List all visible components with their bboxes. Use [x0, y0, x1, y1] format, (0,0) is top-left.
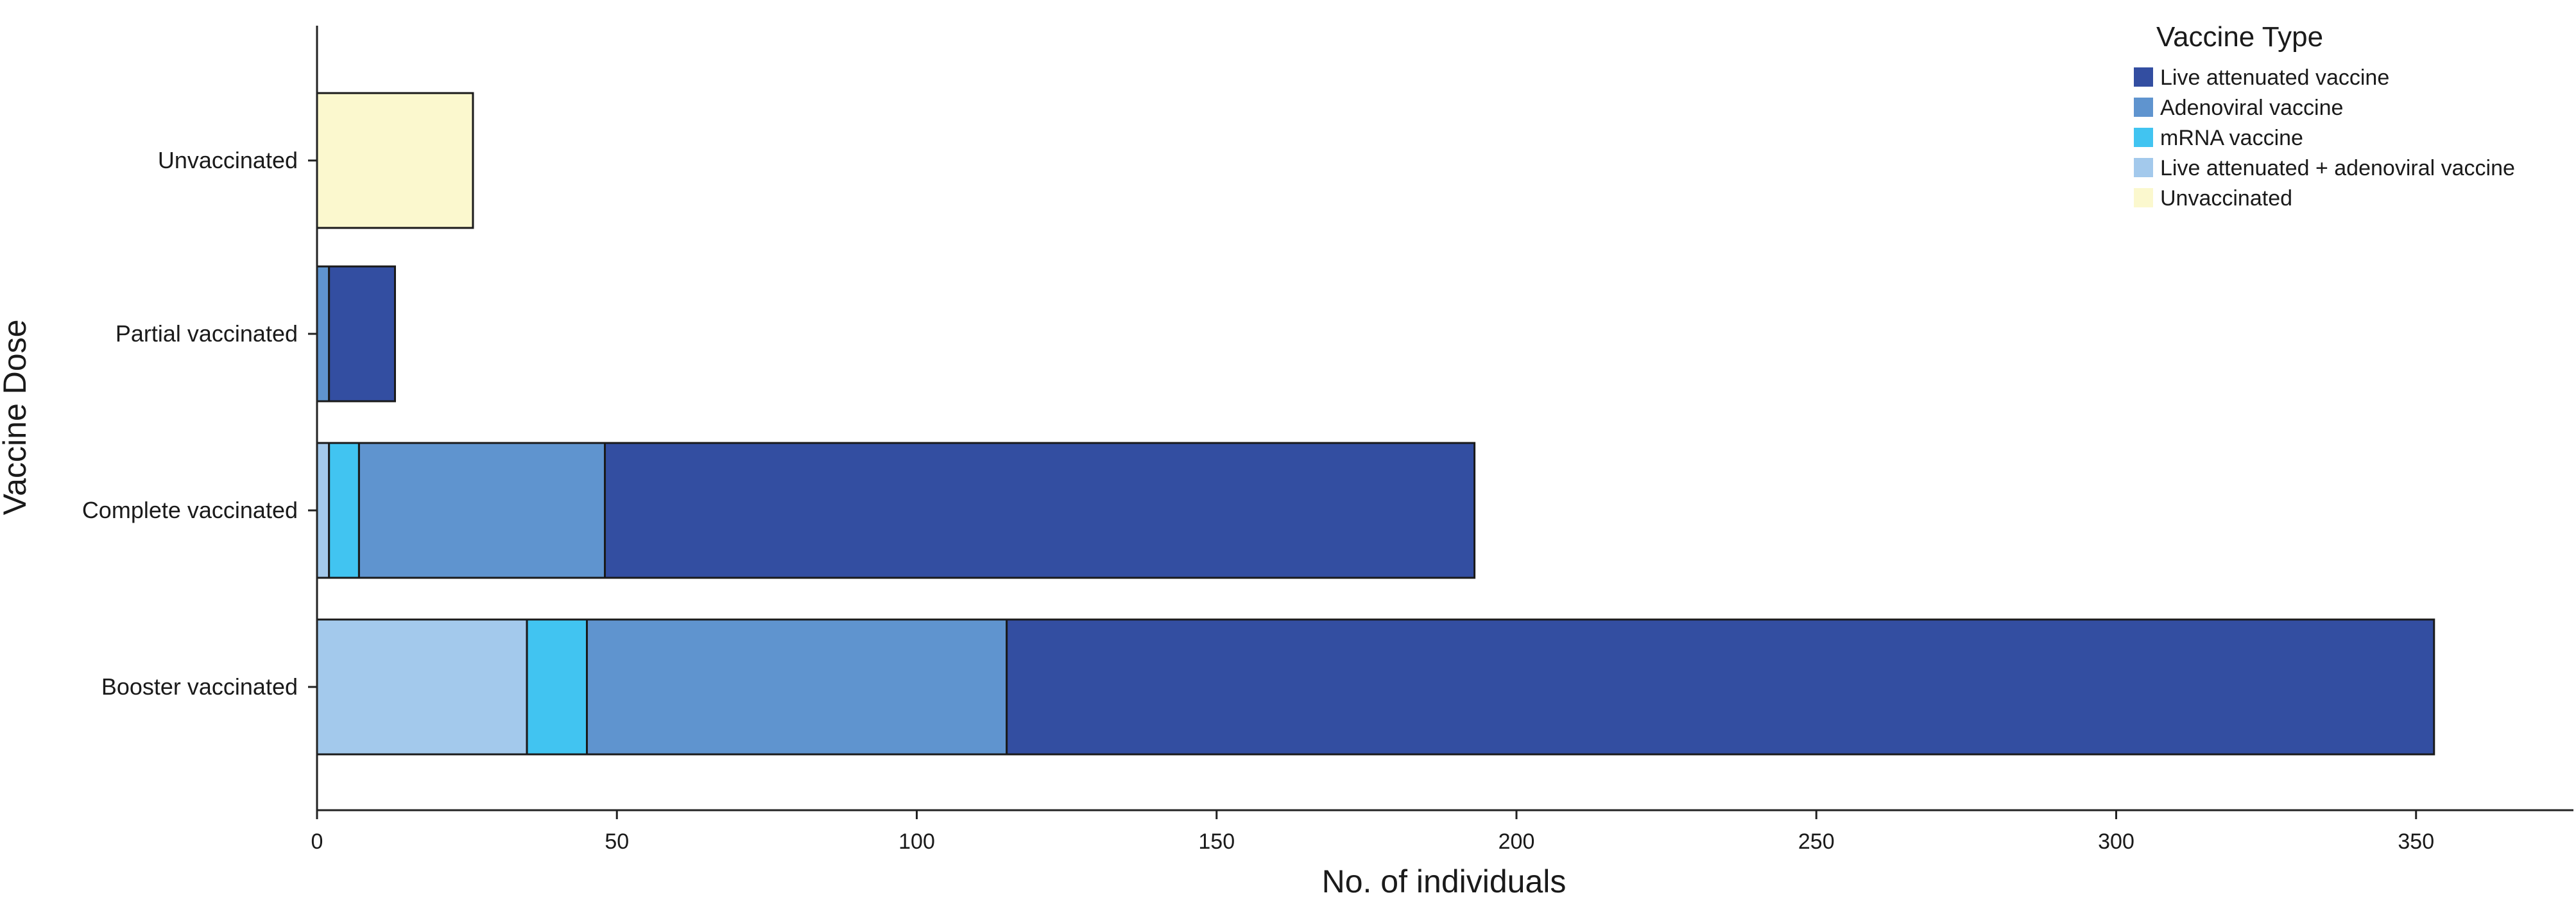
- x-tick-label: 50: [605, 829, 629, 854]
- x-ticks: 0 50 100 150 200 250 300 350: [311, 810, 2434, 854]
- bar-partial-vaccinated-live-attenuated-vaccine: [328, 265, 396, 403]
- x-tick-label: 250: [1798, 829, 1835, 854]
- legend-label-live-attenuated-adenoviral-vaccine: Live attenuated + adenoviral vaccine: [2160, 156, 2515, 180]
- x-tick-label: 350: [2398, 829, 2434, 854]
- legend-swatch-unvaccinated: [2134, 188, 2153, 207]
- x-tick-label: 0: [311, 829, 323, 854]
- y-tick-label-partial-vaccinated: Partial vaccinated: [116, 320, 298, 347]
- legend-label-live-attenuated-vaccine: Live attenuated vaccine: [2160, 65, 2389, 90]
- legend-label-adenoviral-vaccine: Adenoviral vaccine: [2160, 96, 2343, 120]
- legend-items: Live attenuated vaccine Adenoviral vaccin…: [2134, 65, 2515, 211]
- legend-swatch-live-attenuated-adenoviral-vaccine: [2134, 158, 2153, 177]
- bar-booster-vaccinated-adenoviral-vaccine: [586, 618, 1008, 756]
- y-tick-label-complete-vaccinated: Complete vaccinated: [82, 497, 298, 523]
- y-ticks: Unvaccinated Partial vaccinated Complete v…: [82, 147, 317, 700]
- x-tick-label: 150: [1198, 829, 1235, 854]
- bar-booster-vaccinated-live-attenuated-vaccine: [1006, 618, 2435, 756]
- legend-label-mrna-vaccine: mRNA vaccine: [2160, 126, 2303, 150]
- y-tick-label-booster-vaccinated: Booster vaccinated: [101, 673, 298, 700]
- legend-title: Vaccine Type: [2156, 21, 2323, 53]
- legend-label-unvaccinated: Unvaccinated: [2160, 186, 2292, 211]
- bar-complete-vaccinated-live-attenuated-adenoviral-vaccine: [316, 442, 331, 579]
- legend-swatch-mrna-vaccine: [2134, 128, 2153, 147]
- bar-partial-vaccinated-adenoviral-vaccine: [316, 265, 331, 403]
- bar-booster-vaccinated-mrna-vaccine: [526, 618, 588, 756]
- x-tick-label: 100: [898, 829, 935, 854]
- bar-complete-vaccinated-live-attenuated-vaccine: [604, 442, 1476, 579]
- legend-swatch-live-attenuated-vaccine: [2134, 67, 2153, 87]
- bar-complete-vaccinated-adenoviral-vaccine: [357, 442, 606, 579]
- y-tick-label-unvaccinated: Unvaccinated: [158, 147, 298, 173]
- y-axis-label: Vaccine Dose: [0, 320, 33, 516]
- bar-booster-vaccinated-live-attenuated-adenoviral-vaccine: [316, 618, 528, 756]
- x-axis-label: No. of individuals: [1322, 863, 1567, 899]
- bar-unvaccinated-unvaccinated: [316, 92, 474, 229]
- legend: Vaccine Type Live attenuated vaccine Aden…: [2134, 21, 2515, 211]
- legend-swatch-adenoviral-vaccine: [2134, 98, 2153, 117]
- axes-layer: [316, 26, 2573, 811]
- bar-complete-vaccinated-mrna-vaccine: [328, 442, 360, 579]
- x-tick-label: 300: [2098, 829, 2134, 854]
- bars-layer: [316, 92, 2435, 756]
- x-tick-label: 200: [1498, 829, 1535, 854]
